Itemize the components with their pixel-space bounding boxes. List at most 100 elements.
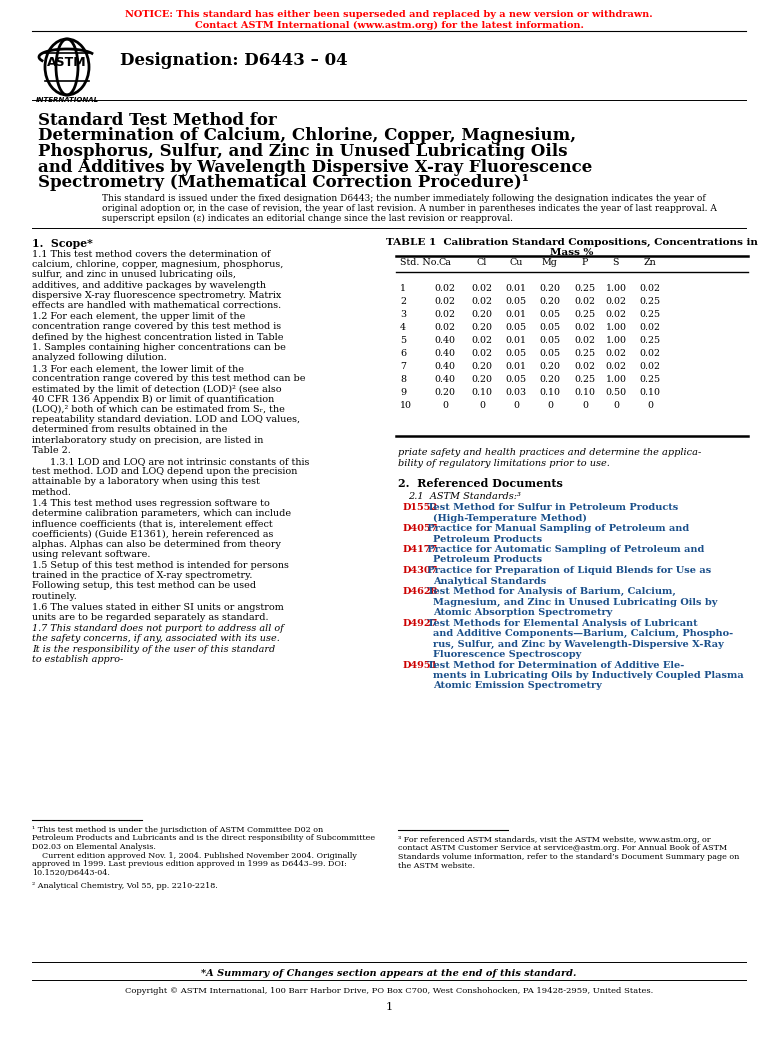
Text: 0.02: 0.02 [640,362,661,371]
Text: additives, and additive packages by wavelength: additives, and additive packages by wave… [32,281,266,289]
Text: alphas. Alphas can also be determined from theory: alphas. Alphas can also be determined fr… [32,539,281,549]
Text: Petroleum Products: Petroleum Products [433,556,542,564]
Text: ASTM: ASTM [47,56,87,70]
Text: Cu: Cu [510,258,523,266]
Text: effects are handled with mathematical corrections.: effects are handled with mathematical co… [32,301,281,310]
Text: 0.02: 0.02 [574,362,595,371]
Text: 0.02: 0.02 [574,336,595,345]
Text: 0.02: 0.02 [574,323,595,332]
Text: 0.40: 0.40 [434,349,455,358]
Text: units are to be regarded separately as standard.: units are to be regarded separately as s… [32,613,268,623]
Text: Practice for Automatic Sampling of Petroleum and: Practice for Automatic Sampling of Petro… [424,545,704,554]
Text: 0.20: 0.20 [539,284,560,293]
Text: 3: 3 [400,310,406,319]
Text: 0.02: 0.02 [640,284,661,293]
Text: Practice for Manual Sampling of Petroleum and: Practice for Manual Sampling of Petroleu… [424,524,689,533]
Text: 4: 4 [400,323,406,332]
Text: 0.40: 0.40 [434,375,455,384]
Text: Test Methods for Elemental Analysis of Lubricant: Test Methods for Elemental Analysis of L… [424,618,697,628]
Text: Standards volume information, refer to the standard’s Document Summary page on: Standards volume information, refer to t… [398,853,739,861]
Text: 1.3.1 LOD and LOQ are not intrinsic constants of this: 1.3.1 LOD and LOQ are not intrinsic cons… [50,457,310,466]
Text: concentration range covered by this test method is: concentration range covered by this test… [32,323,281,331]
Text: ³ For referenced ASTM standards, visit the ASTM website, www.astm.org, or: ³ For referenced ASTM standards, visit t… [398,836,710,844]
Text: 0.05: 0.05 [539,349,561,358]
Text: Phosphorus, Sulfur, and Zinc in Unused Lubricating Oils: Phosphorus, Sulfur, and Zinc in Unused L… [38,143,567,160]
Text: 0.40: 0.40 [434,336,455,345]
Text: 0.02: 0.02 [434,323,455,332]
Text: superscript epsilon (ε) indicates an editorial change since the last revision or: superscript epsilon (ε) indicates an edi… [102,214,513,223]
Text: 0.20: 0.20 [471,362,492,371]
Text: Standard Test Method for: Standard Test Method for [38,112,277,129]
Text: S: S [613,258,619,266]
Text: concentration range covered by this test method can be: concentration range covered by this test… [32,375,306,383]
Text: 1.00: 1.00 [605,375,626,384]
Text: 0.02: 0.02 [605,362,626,371]
Text: 0.02: 0.02 [434,284,455,293]
Text: 2.  Referenced Documents: 2. Referenced Documents [398,478,562,489]
Text: 7: 7 [400,362,406,371]
Text: using relevant software.: using relevant software. [32,550,150,559]
Text: determine calibration parameters, which can include: determine calibration parameters, which … [32,509,291,518]
Text: 0.02: 0.02 [605,310,626,319]
Text: 0.20: 0.20 [434,388,455,397]
Text: 0.01: 0.01 [506,362,527,371]
Text: trained in the practice of X-ray spectrometry.: trained in the practice of X-ray spectro… [32,572,252,580]
Text: 10: 10 [400,401,412,410]
Text: 0.25: 0.25 [574,310,596,319]
Text: Fluorescence Spectroscopy: Fluorescence Spectroscopy [433,650,581,659]
Text: calcium, chlorine, copper, magnesium, phosphorus,: calcium, chlorine, copper, magnesium, ph… [32,260,283,270]
Text: bility of regulatory limitations prior to use.: bility of regulatory limitations prior t… [398,459,610,468]
Text: 0.05: 0.05 [506,349,527,358]
Text: 0: 0 [582,401,588,410]
Text: repeatability standard deviation. LOD and LOQ values,: repeatability standard deviation. LOD an… [32,415,300,424]
Text: TABLE 1  Calibration Standard Compositions, Concentrations in: TABLE 1 Calibration Standard Composition… [386,238,758,247]
Text: 0: 0 [613,401,619,410]
Text: 0.20: 0.20 [471,310,492,319]
Text: Std. No.: Std. No. [400,258,440,266]
Text: 1. Samples containing higher concentrations can be: 1. Samples containing higher concentrati… [32,342,286,352]
Text: D1552: D1552 [403,503,438,512]
Text: 0.01: 0.01 [506,336,527,345]
Text: determined from results obtained in the: determined from results obtained in the [32,426,227,434]
Text: Determination of Calcium, Chlorine, Copper, Magnesium,: Determination of Calcium, Chlorine, Copp… [38,127,576,145]
Text: Current edition approved Nov. 1, 2004. Published November 2004. Originally: Current edition approved Nov. 1, 2004. P… [32,852,357,860]
Text: Table 2.: Table 2. [32,446,71,455]
Text: NOTICE: This standard has either been superseded and replaced by a new version o: NOTICE: This standard has either been su… [125,10,653,19]
Text: This standard is issued under the fixed designation D6443; the number immediatel: This standard is issued under the fixed … [102,194,706,203]
Text: ² Analytical Chemistry, Vol 55, pp. 2210-2218.: ² Analytical Chemistry, Vol 55, pp. 2210… [32,882,218,890]
Text: 1.1 This test method covers the determination of: 1.1 This test method covers the determin… [32,250,271,259]
Text: 0.05: 0.05 [506,297,527,306]
Text: Test Method for Determination of Additive Ele-: Test Method for Determination of Additiv… [424,660,684,669]
Text: 0.25: 0.25 [640,297,661,306]
Text: Petroleum Products: Petroleum Products [433,534,542,543]
Text: 0.02: 0.02 [471,297,492,306]
Text: 0: 0 [442,401,448,410]
Text: 0.05: 0.05 [506,323,527,332]
Text: 0.02: 0.02 [640,323,661,332]
Text: 0.40: 0.40 [434,362,455,371]
Text: dispersive X-ray fluorescence spectrometry. Matrix: dispersive X-ray fluorescence spectromet… [32,290,282,300]
Text: analyzed following dilution.: analyzed following dilution. [32,353,166,362]
Text: 0.02: 0.02 [605,349,626,358]
Text: 0.20: 0.20 [471,375,492,384]
Text: 0.20: 0.20 [471,323,492,332]
Text: routinely.: routinely. [32,591,78,601]
Text: Zn: Zn [643,258,657,266]
Text: 40 CFR 136 Appendix B) or limit of quantification: 40 CFR 136 Appendix B) or limit of quant… [32,395,275,404]
Text: 1.6 The values stated in either SI units or angstrom: 1.6 The values stated in either SI units… [32,603,284,612]
Text: 0.05: 0.05 [539,310,561,319]
Text: 0.02: 0.02 [434,297,455,306]
Text: 0.05: 0.05 [506,375,527,384]
Text: and Additive Components—Barium, Calcium, Phospho-: and Additive Components—Barium, Calcium,… [433,629,733,638]
Text: Copyright © ASTM International, 100 Barr Harbor Drive, PO Box C700, West Conshoh: Copyright © ASTM International, 100 Barr… [125,987,653,995]
Text: 0.20: 0.20 [539,297,560,306]
Text: 0: 0 [647,401,653,410]
Text: D02.03 on Elemental Analysis.: D02.03 on Elemental Analysis. [32,843,156,850]
Text: approved in 1999. Last previous edition approved in 1999 as D6443–99. DOI:: approved in 1999. Last previous edition … [32,860,347,868]
Text: Contact ASTM International (www.astm.org) for the latest information.: Contact ASTM International (www.astm.org… [194,21,584,30]
Text: contact ASTM Customer Service at service@astm.org. For Annual Book of ASTM: contact ASTM Customer Service at service… [398,844,727,853]
Text: D4628: D4628 [403,587,438,596]
Text: 1.00: 1.00 [605,336,626,345]
Text: 2: 2 [400,297,406,306]
Text: (LOQ),² both of which can be estimated from Sᵣ, the: (LOQ),² both of which can be estimated f… [32,405,285,414]
